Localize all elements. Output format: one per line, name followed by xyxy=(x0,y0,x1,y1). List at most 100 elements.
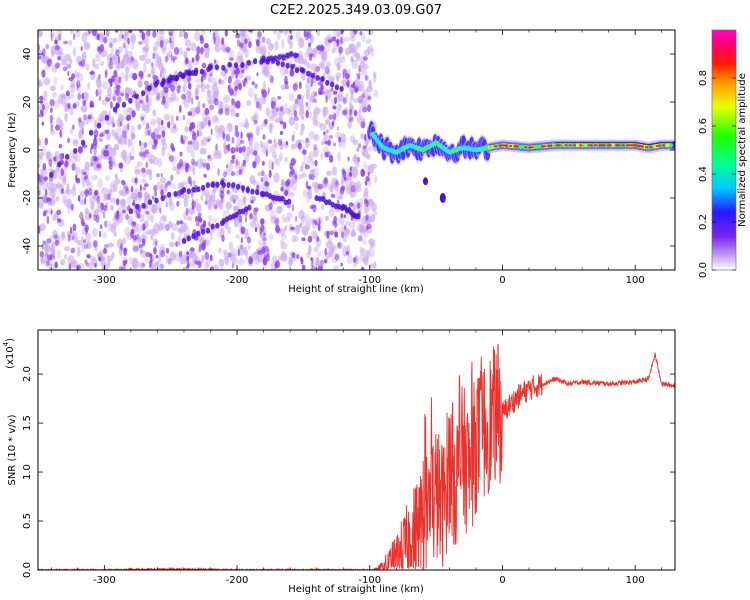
noise-speck xyxy=(338,55,346,64)
noise-speck xyxy=(190,42,197,52)
interference-streak-dot xyxy=(315,74,320,81)
noise-speck xyxy=(186,90,192,99)
noise-speck xyxy=(257,252,264,263)
noise-dot xyxy=(242,80,246,88)
noise-speck xyxy=(218,151,222,160)
noise-dot xyxy=(352,30,358,35)
noise-dot xyxy=(359,31,363,36)
noise-dot xyxy=(320,84,324,91)
noise-speck xyxy=(253,213,258,222)
noise-dot xyxy=(340,30,344,35)
interference-streak-dot xyxy=(214,64,220,71)
noise-dot xyxy=(146,30,151,37)
noise-dot xyxy=(150,132,156,140)
noise-dot xyxy=(206,162,210,171)
noise-dot xyxy=(160,173,163,178)
noise-dot xyxy=(300,256,303,262)
noise-speck xyxy=(171,183,177,190)
noise-speck xyxy=(238,257,245,266)
interference-streak-dot xyxy=(250,188,255,195)
snr-y-axis-label: SNR (10 * v/v) xyxy=(7,414,18,485)
noise-dot xyxy=(260,218,265,225)
noise-dot xyxy=(341,185,346,191)
noise-speck xyxy=(211,114,218,123)
noise-speck xyxy=(336,62,341,70)
interference-streak-dot xyxy=(141,202,146,209)
noise-dot xyxy=(165,223,170,232)
noise-dot xyxy=(209,254,213,262)
spectrogram-y-tick-label: 40 xyxy=(22,48,33,61)
noise-speck xyxy=(69,83,76,94)
noise-dot xyxy=(83,239,87,244)
noise-speck xyxy=(199,147,207,155)
noise-speck xyxy=(312,119,318,126)
noise-dot xyxy=(236,39,241,47)
noise-speck xyxy=(265,106,270,117)
noise-speck xyxy=(373,71,377,79)
noise-speck xyxy=(362,228,369,238)
interference-streak-dot xyxy=(221,64,226,71)
noise-dot xyxy=(54,261,58,269)
noise-speck xyxy=(298,50,303,62)
noise-dot xyxy=(163,86,169,94)
noise-dot xyxy=(329,135,334,139)
noise-dot xyxy=(95,89,99,97)
noise-speck xyxy=(74,232,78,238)
noise-dot xyxy=(314,159,318,167)
snr-exponent-power: 4 xyxy=(2,341,10,346)
noise-speck xyxy=(353,98,360,104)
noise-speck xyxy=(246,100,252,106)
interference-streak-dot xyxy=(205,182,211,189)
noise-speck xyxy=(314,108,322,114)
noise-speck xyxy=(61,231,66,240)
noise-dot xyxy=(197,260,202,269)
noise-dot xyxy=(261,170,265,177)
noise-dot xyxy=(187,111,192,116)
noise-speck xyxy=(143,104,151,114)
signal-peak xyxy=(645,146,649,149)
noise-speck xyxy=(301,161,305,169)
noise-dot xyxy=(286,203,291,209)
noise-dot xyxy=(199,36,205,45)
noise-speck xyxy=(288,92,295,102)
noise-speck xyxy=(85,180,92,187)
noise-speck xyxy=(308,130,315,140)
noise-speck xyxy=(199,122,207,129)
noise-dot xyxy=(345,250,349,256)
noise-speck xyxy=(317,251,322,258)
noise-dot xyxy=(125,188,130,195)
noise-dot xyxy=(235,158,238,166)
noise-speck xyxy=(227,226,232,235)
noise-dot xyxy=(173,123,177,130)
noise-speck xyxy=(121,60,125,68)
noise-speck xyxy=(165,255,169,264)
interference-streak-dot xyxy=(285,62,290,69)
noise-dot xyxy=(291,134,295,142)
noise-speck xyxy=(271,255,278,263)
noise-dot xyxy=(360,266,365,270)
noise-dot xyxy=(190,180,193,187)
interference-streak-dot xyxy=(324,199,329,206)
noise-dot xyxy=(191,97,194,105)
noise-dot xyxy=(87,30,92,35)
noise-speck xyxy=(157,157,163,168)
noise-speck xyxy=(208,214,213,221)
noise-dot xyxy=(94,262,97,268)
noise-dot xyxy=(350,185,356,193)
noise-dot xyxy=(198,243,202,252)
noise-speck xyxy=(155,260,160,270)
noise-speck xyxy=(320,60,325,70)
noise-speck xyxy=(204,52,210,59)
noise-speck xyxy=(266,185,271,194)
noise-dot xyxy=(125,185,129,192)
noise-dot xyxy=(84,190,89,195)
noise-dot xyxy=(257,249,262,255)
signal-peak xyxy=(530,146,534,149)
noise-speck xyxy=(319,123,327,131)
noise-speck xyxy=(127,138,131,149)
noise-dot xyxy=(112,96,116,102)
noise-dot xyxy=(77,146,83,154)
noise-dot xyxy=(207,138,210,143)
noise-dot xyxy=(238,169,243,176)
noise-dot xyxy=(185,207,189,216)
